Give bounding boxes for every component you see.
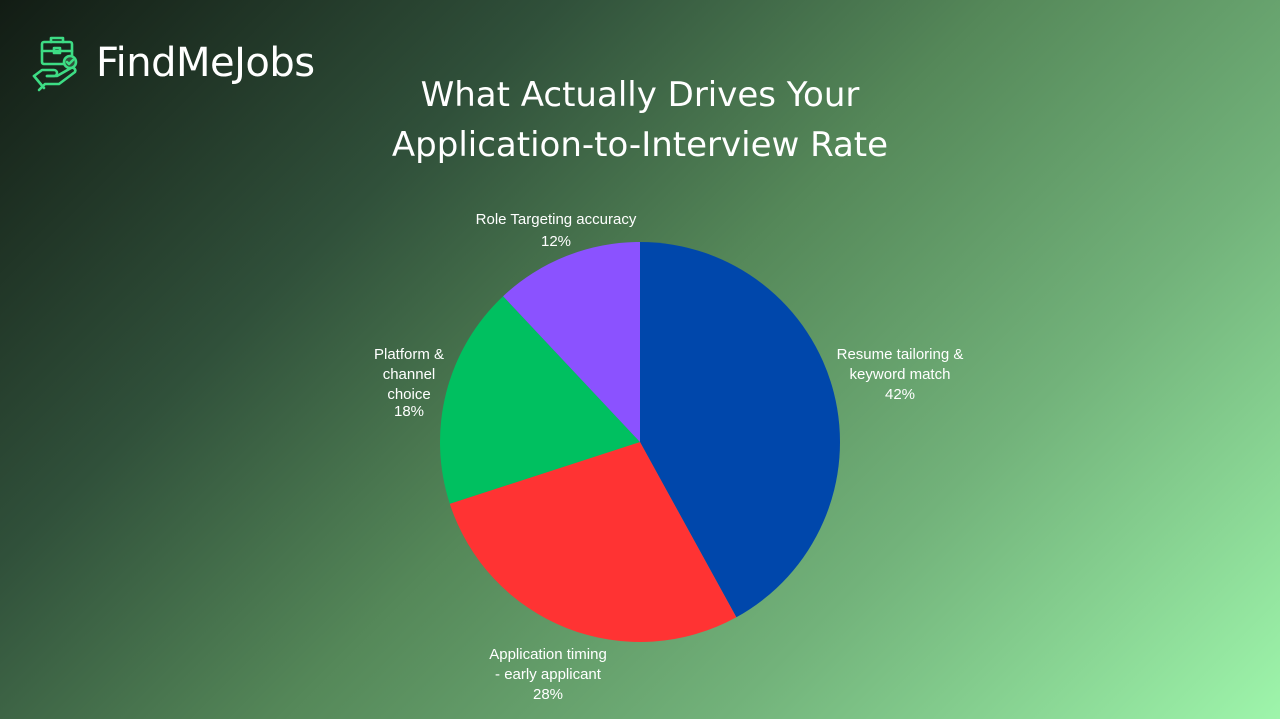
chart-title-line-1: What Actually Drives Your: [420, 75, 860, 115]
slice-percent-label: 18%: [393, 403, 425, 420]
slice-label-application-timing: Application timing - early applicant 28%: [489, 645, 607, 705]
slice-label-line: Platform &: [373, 346, 445, 363]
chart-title: What Actually Drives Your Application-to…: [0, 70, 1280, 170]
pie-slice-resume-tailoring: [640, 242, 840, 618]
slice-label-line: Application timing: [489, 646, 607, 663]
slice-percent-label: 42%: [884, 386, 916, 403]
slice-label-line: Resume tailoring &: [836, 346, 964, 363]
slice-label-line: keyword match: [849, 366, 951, 383]
slice-label-line: channel: [382, 366, 436, 383]
slice-label-resume-tailoring: Resume tailoring & keyword match 42%: [837, 345, 964, 405]
slice-label-platform-channel: Platform & channel choice 18%: [374, 345, 444, 422]
slice-percent-label: 12%: [540, 233, 572, 250]
slice-label-line: - early applicant: [495, 666, 601, 683]
slice-label-role-targeting: Role Targeting accuracy 12%: [476, 210, 637, 252]
briefcase-hand-icon: [32, 36, 78, 92]
pie-slice-role-targeting: [503, 242, 640, 442]
pie-slice-platform-channel: [440, 296, 640, 504]
slice-label-line: choice: [387, 386, 431, 403]
slice-label-line: Role Targeting accuracy: [475, 211, 637, 228]
brand-name: FindMeJobs: [96, 40, 315, 86]
chart-title-line-2: Application-to-Interview Rate: [391, 125, 889, 165]
pie-slice-application-timing: [449, 442, 737, 642]
slice-percent-label: 28%: [532, 686, 564, 703]
brand-logo: FindMeJobs: [32, 32, 315, 94]
